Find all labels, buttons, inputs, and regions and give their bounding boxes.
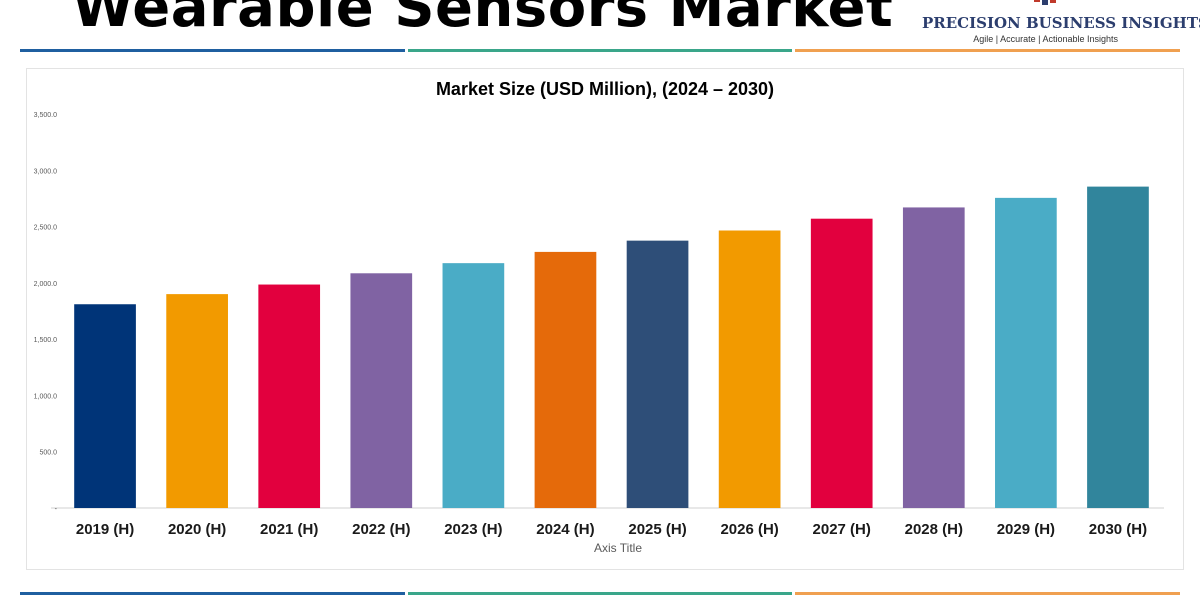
y-tick-label: 1,000.0 xyxy=(34,393,57,400)
logo-mark-icon xyxy=(1034,0,1056,5)
bar xyxy=(258,284,321,508)
x-tick-label: 2025 (H) xyxy=(628,521,686,538)
bars xyxy=(74,186,1149,509)
top-divider-blue xyxy=(20,49,405,52)
x-tick-label: 2029 (H) xyxy=(997,521,1055,538)
bar xyxy=(626,240,689,508)
x-tick-label: 2024 (H) xyxy=(536,521,594,538)
bar xyxy=(350,273,413,508)
x-tick-label: 2023 (H) xyxy=(444,521,502,538)
chart-panel: Market Size (USD Million), (2024 – 2030)… xyxy=(26,68,1184,570)
bar xyxy=(902,207,965,509)
x-tick-label: 2022 (H) xyxy=(352,521,410,538)
bottom-divider-orange xyxy=(795,592,1180,595)
y-tick-label: - xyxy=(55,506,58,513)
y-tick-label: 1,500.0 xyxy=(34,337,57,344)
bar xyxy=(1087,186,1149,508)
bar-chart: Market Size (USD Million), (2024 – 2030)… xyxy=(34,79,1164,555)
x-axis-title: Axis Title xyxy=(594,541,642,555)
top-divider xyxy=(20,49,1180,52)
bar xyxy=(810,218,873,509)
x-tick-label: 2026 (H) xyxy=(720,521,778,538)
x-tick-label: 2021 (H) xyxy=(260,521,318,538)
y-tick-label: 2,000.0 xyxy=(34,281,57,288)
company-logo: PRECISION BUSINESS INSIGHTS Agile | Accu… xyxy=(922,0,1200,48)
x-tick-label: 2030 (H) xyxy=(1089,521,1147,538)
x-tick-label: 2027 (H) xyxy=(813,521,871,538)
logo-name: PRECISION BUSINESS INSIGHTS xyxy=(922,14,1200,32)
bar xyxy=(995,197,1057,508)
x-tick-label: 2020 (H) xyxy=(168,521,226,538)
bar xyxy=(74,304,136,508)
y-tick-label: 3,000.0 xyxy=(34,168,57,175)
page-title: Wearable Sensors Market xyxy=(72,0,894,40)
y-tick-label: 2,500.0 xyxy=(34,225,57,232)
x-tick-label: 2028 (H) xyxy=(905,521,963,538)
top-divider-green xyxy=(408,49,792,52)
bottom-divider xyxy=(20,592,1180,595)
bar xyxy=(166,294,228,508)
chart-title: Market Size (USD Million), (2024 – 2030) xyxy=(436,79,774,99)
x-axis: 2019 (H) 2020 (H) 2021 (H) 2022 (H) 2023 (H)… xyxy=(76,521,1147,538)
bar xyxy=(534,251,597,508)
y-tick-label: 500.0 xyxy=(39,450,57,457)
y-axis: - 500.0 1,000.0 1,500.0 2,000.0 2,500.0 3,000.… xyxy=(34,112,58,513)
bar xyxy=(718,230,781,509)
bottom-divider-blue xyxy=(20,592,405,595)
y-tick-label: 3,500.0 xyxy=(34,112,57,119)
bottom-divider-green xyxy=(408,592,792,595)
x-tick-label: 2019 (H) xyxy=(76,521,134,538)
logo-tagline: Agile | Accurate | Actionable Insights xyxy=(973,34,1118,44)
bar xyxy=(442,263,505,508)
top-divider-orange xyxy=(795,49,1180,52)
